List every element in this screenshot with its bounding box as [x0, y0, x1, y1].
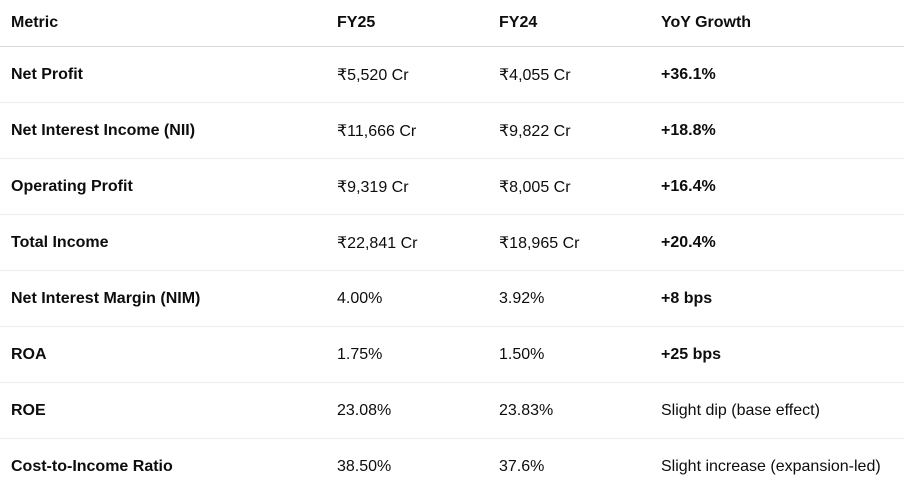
table-row: Total Income ₹22,841 Cr ₹18,965 Cr +20.4… [0, 215, 904, 271]
metric-cell: Cost-to-Income Ratio [0, 439, 326, 494]
growth-cell: Slight dip (base effect) [650, 383, 904, 439]
fy24-cell: ₹18,965 Cr [488, 215, 650, 271]
fy25-cell: ₹9,319 Cr [326, 159, 488, 215]
growth-cell: +20.4% [650, 215, 904, 271]
growth-cell: Slight increase (expansion-led) [650, 439, 904, 494]
growth-cell: +8 bps [650, 271, 904, 327]
table-row: Operating Profit ₹9,319 Cr ₹8,005 Cr +16… [0, 159, 904, 215]
fy25-cell: 1.75% [326, 327, 488, 383]
fy25-cell: ₹22,841 Cr [326, 215, 488, 271]
fy25-cell: ₹5,520 Cr [326, 47, 488, 103]
fy25-cell: 23.08% [326, 383, 488, 439]
growth-cell: +16.4% [650, 159, 904, 215]
metric-cell: Net Interest Margin (NIM) [0, 271, 326, 327]
table-row: Net Interest Income (NII) ₹11,666 Cr ₹9,… [0, 103, 904, 159]
growth-cell: +18.8% [650, 103, 904, 159]
metric-cell: ROE [0, 383, 326, 439]
growth-cell: +25 bps [650, 327, 904, 383]
metric-cell: Total Income [0, 215, 326, 271]
fy24-cell: 1.50% [488, 327, 650, 383]
growth-cell: +36.1% [650, 47, 904, 103]
metric-cell: Net Profit [0, 47, 326, 103]
fy24-cell: ₹9,822 Cr [488, 103, 650, 159]
fy24-cell: 37.6% [488, 439, 650, 494]
fy25-cell: ₹11,666 Cr [326, 103, 488, 159]
metric-cell: ROA [0, 327, 326, 383]
table-row: ROE 23.08% 23.83% Slight dip (base effec… [0, 383, 904, 439]
fy25-cell: 4.00% [326, 271, 488, 327]
header-row: Metric FY25 FY24 YoY Growth [0, 0, 904, 47]
table-row: Cost-to-Income Ratio 38.50% 37.6% Slight… [0, 439, 904, 494]
fy24-cell: 3.92% [488, 271, 650, 327]
table-row: Net Interest Margin (NIM) 4.00% 3.92% +8… [0, 271, 904, 327]
table-body: Net Profit ₹5,520 Cr ₹4,055 Cr +36.1% Ne… [0, 47, 904, 494]
fy25-cell: 38.50% [326, 439, 488, 494]
fy24-cell: ₹4,055 Cr [488, 47, 650, 103]
header-fy25: FY25 [326, 0, 488, 47]
table-row: Net Profit ₹5,520 Cr ₹4,055 Cr +36.1% [0, 47, 904, 103]
table-row: ROA 1.75% 1.50% +25 bps [0, 327, 904, 383]
header-metric: Metric [0, 0, 326, 47]
header-yoy-growth: YoY Growth [650, 0, 904, 47]
fy24-cell: ₹8,005 Cr [488, 159, 650, 215]
metric-cell: Net Interest Income (NII) [0, 103, 326, 159]
table-header: Metric FY25 FY24 YoY Growth [0, 0, 904, 47]
fy24-cell: 23.83% [488, 383, 650, 439]
metric-cell: Operating Profit [0, 159, 326, 215]
header-fy24: FY24 [488, 0, 650, 47]
